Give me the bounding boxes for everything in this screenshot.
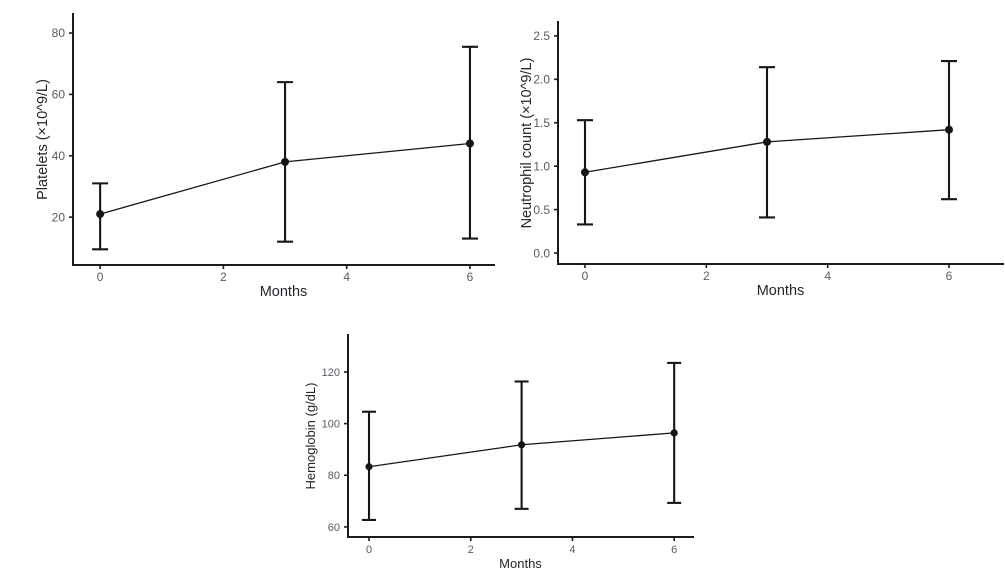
tick-labels: 60 80 100 120 0 2 4 6 [322,367,678,556]
mean-point [763,137,772,146]
x-tick-label: 4 [569,544,575,556]
axes [72,13,495,266]
y-tick-label: 80 [328,470,340,482]
x-tick-label: 4 [343,270,350,284]
x-tick-label: 6 [946,269,953,283]
y-axis-title: Platelets (×10^9/L) [35,79,51,200]
x-axis-title: Months [260,284,308,300]
x-tick-label: 4 [824,269,831,283]
y-tick-label: 1.5 [533,116,550,130]
y-tick-label: 60 [328,522,340,534]
y-tick-label: 0.5 [533,203,550,217]
axes [347,334,694,538]
y-tick-label: 1.0 [533,159,550,173]
mean-point [670,429,678,437]
y-tick-label: 40 [52,149,66,163]
mean-point [517,441,526,449]
y-tick-label: 0.0 [533,246,550,260]
neutrophil-count-chart-svg: 0.0 0.5 1.0 1.5 2.0 2.5 0 2 4 6 Months Neutrophil c… [519,21,1004,299]
x-tick-label: 2 [468,544,474,556]
mean-point [365,463,373,471]
mean-points [580,125,954,177]
y-axis-title: Hemoglobin (g/dL) [303,383,318,490]
x-tick-label: 6 [671,544,677,556]
y-axis-title: Neutrophil count (×10^9/L) [519,58,535,229]
tick-labels: 20 40 60 80 0 2 4 6 [52,26,474,284]
x-tick-label: 0 [97,270,104,284]
mean-point [945,125,954,134]
mean-point [281,157,290,166]
platelets-chart: 20 40 60 80 0 2 4 6 Months Platelets (×10^9/L) [0,0,500,317]
mean-points [365,429,678,471]
x-tick-label: 0 [582,269,589,283]
axes [557,21,1004,265]
neutrophil-count-chart: 0.0 0.5 1.0 1.5 2.0 2.5 0 2 4 6 Months Neutrophil c… [505,0,1005,317]
y-tick-label: 20 [52,210,66,224]
tick-labels: 0.0 0.5 1.0 1.5 2.0 2.5 0 2 4 6 [533,29,952,283]
y-tick-label: 120 [322,367,340,379]
mean-point [96,210,105,219]
mean-point [580,168,589,177]
hemoglobin-chart-svg: 60 80 100 120 0 2 4 6 Months Hemoglobin (g/dL) [303,334,694,571]
x-tick-label: 2 [220,270,227,284]
y-tick-label: 100 [322,418,340,430]
x-axis-title: Months [499,556,542,571]
x-tick-label: 2 [703,269,710,283]
y-tick-label: 80 [52,26,66,40]
mean-points [96,139,474,219]
platelets-chart-svg: 20 40 60 80 0 2 4 6 Months Platelets (×10^9/L) [35,13,495,300]
x-tick-label: 6 [467,270,474,284]
y-tick-label: 60 [52,88,66,102]
y-tick-label: 2.5 [533,29,550,43]
x-axis-title: Months [757,283,805,299]
x-tick-label: 0 [366,544,372,556]
hemoglobin-chart: 60 80 100 120 0 2 4 6 Months Hemoglobin (g/dL) [295,318,720,587]
mean-point [465,139,474,148]
y-tick-label: 2.0 [533,73,550,87]
